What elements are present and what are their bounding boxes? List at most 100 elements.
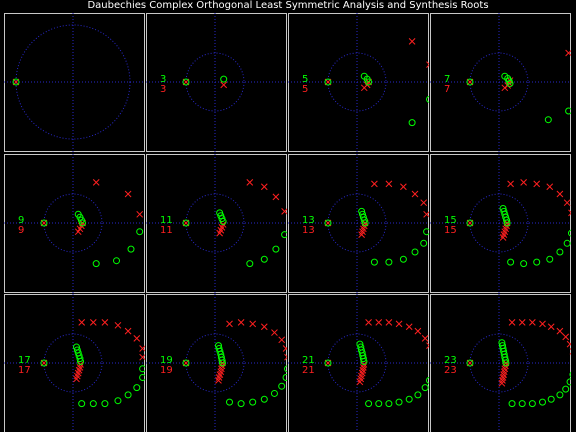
synthesis-root-x-10 <box>114 321 122 329</box>
synthesis-root-x-17 <box>569 348 571 355</box>
analysis-root-o-9 <box>570 365 571 367</box>
analysis-root-o-9 <box>282 374 287 381</box>
analysis-root-o-5 <box>281 231 287 239</box>
analysis-root-o-0 <box>182 359 190 367</box>
analysis-root-o-0 <box>324 359 332 367</box>
synthesis-root-x-18 <box>571 357 576 363</box>
synthesis-root-x-8 <box>281 208 287 215</box>
synthesis-root-x-13 <box>568 209 571 217</box>
analysis-order-label: 11 <box>160 215 173 226</box>
synthesis-order-label: 19 <box>160 365 173 376</box>
analysis-root-o-6 <box>272 245 280 253</box>
analysis-order-label: 5 <box>302 74 308 85</box>
analysis-root-o-7 <box>420 239 428 247</box>
analysis-root-o-10 <box>385 258 393 266</box>
synthesis-root-x-6 <box>571 70 576 76</box>
synthesis-root-x-10 <box>546 183 554 191</box>
analysis-root-o-14 <box>237 400 245 408</box>
synthesis-root-x-10 <box>518 319 526 326</box>
synthesis-root-x-11 <box>395 320 403 328</box>
analysis-root-o-0 <box>182 78 190 86</box>
analysis-root-o-9 <box>133 384 141 392</box>
analysis-root-o-8 <box>139 374 145 381</box>
synthesis-root-x-4 <box>408 38 416 45</box>
analysis-root-o-7 <box>139 365 145 373</box>
analysis-root-o-6 <box>544 116 552 124</box>
synthesis-order-label: 9 <box>18 225 24 236</box>
analysis-root-o-7 <box>501 356 509 364</box>
analysis-root-o-7 <box>360 358 368 366</box>
synthesis-root-x-11 <box>124 327 132 335</box>
analysis-root-o-0 <box>182 219 190 227</box>
synthesis-root-x-13 <box>547 323 555 331</box>
analysis-root-o-0 <box>324 219 332 227</box>
synthesis-order-label: 23 <box>444 365 457 376</box>
analysis-root-o-12 <box>405 395 413 403</box>
panel-3: 55 <box>288 13 429 152</box>
synthesis-root-x-11 <box>528 319 536 326</box>
synthesis-root-x-6 <box>260 183 268 191</box>
panel-1 <box>4 13 145 152</box>
analysis-root-o-13 <box>89 400 97 408</box>
analysis-root-o-16 <box>365 400 373 408</box>
synthesis-root-x-1 <box>220 81 228 89</box>
analysis-root-o-7 <box>260 255 268 263</box>
analysis-root-o-17 <box>518 400 526 408</box>
analysis-root-o-13 <box>249 398 257 406</box>
synthesis-order-label: 5 <box>302 84 308 95</box>
analysis-root-o-0 <box>40 219 48 227</box>
synthesis-root-x-9 <box>533 180 541 188</box>
synthesis-root-x-7 <box>385 180 393 188</box>
analysis-root-o-7 <box>219 359 227 367</box>
analysis-root-o-10 <box>546 255 554 263</box>
analysis-root-o-15 <box>375 400 383 408</box>
analysis-root-o-6 <box>503 219 511 227</box>
analysis-root-o-13 <box>556 391 564 399</box>
analysis-root-o-4 <box>426 95 429 103</box>
analysis-root-o-4 <box>360 216 368 224</box>
synthesis-order-label: 15 <box>444 225 457 236</box>
synthesis-root-x-13 <box>278 336 286 344</box>
synthesis-root-x-12 <box>539 320 546 328</box>
panel-5: 99 <box>4 154 145 293</box>
synthesis-root-x-8 <box>365 319 372 326</box>
analysis-root-o-13 <box>395 398 403 406</box>
synthesis-order-label: 7 <box>444 84 450 95</box>
synthesis-root-x-9 <box>375 319 383 326</box>
synthesis-root-x-5 <box>92 179 100 186</box>
analysis-root-o-14 <box>385 400 393 408</box>
analysis-root-o-6 <box>127 245 135 253</box>
synthesis-root-x-10 <box>385 319 393 326</box>
analysis-root-o-10 <box>421 384 429 392</box>
analysis-root-o-11 <box>566 378 571 386</box>
synthesis-root-x-11 <box>556 190 564 198</box>
synthesis-root-x-5 <box>246 179 254 186</box>
synthesis-root-x-12 <box>405 323 413 331</box>
synthesis-root-x-13 <box>414 327 422 335</box>
analysis-root-o-8 <box>502 359 510 367</box>
synthesis-root-x-16 <box>566 340 571 348</box>
analysis-order-label: 7 <box>444 74 450 85</box>
analysis-root-o-10 <box>124 391 132 399</box>
analysis-root-o-3 <box>365 78 373 86</box>
analysis-root-o-13 <box>507 258 515 266</box>
analysis-order-label: 21 <box>302 355 315 366</box>
analysis-root-o-0 <box>466 219 474 227</box>
analysis-root-o-12 <box>562 385 570 393</box>
analysis-root-o-0 <box>40 359 48 367</box>
synthesis-root-x-10 <box>249 320 257 328</box>
analysis-root-o-6 <box>77 358 85 366</box>
analysis-root-o-12 <box>520 260 528 268</box>
synthesis-root-x-8 <box>226 320 233 328</box>
synthesis-root-x-8 <box>400 183 407 191</box>
analysis-root-o-9 <box>399 255 407 263</box>
panel-4: 77 <box>430 13 576 152</box>
figure-title: Daubechies Complex Orthogonal Least Symm… <box>87 0 489 11</box>
